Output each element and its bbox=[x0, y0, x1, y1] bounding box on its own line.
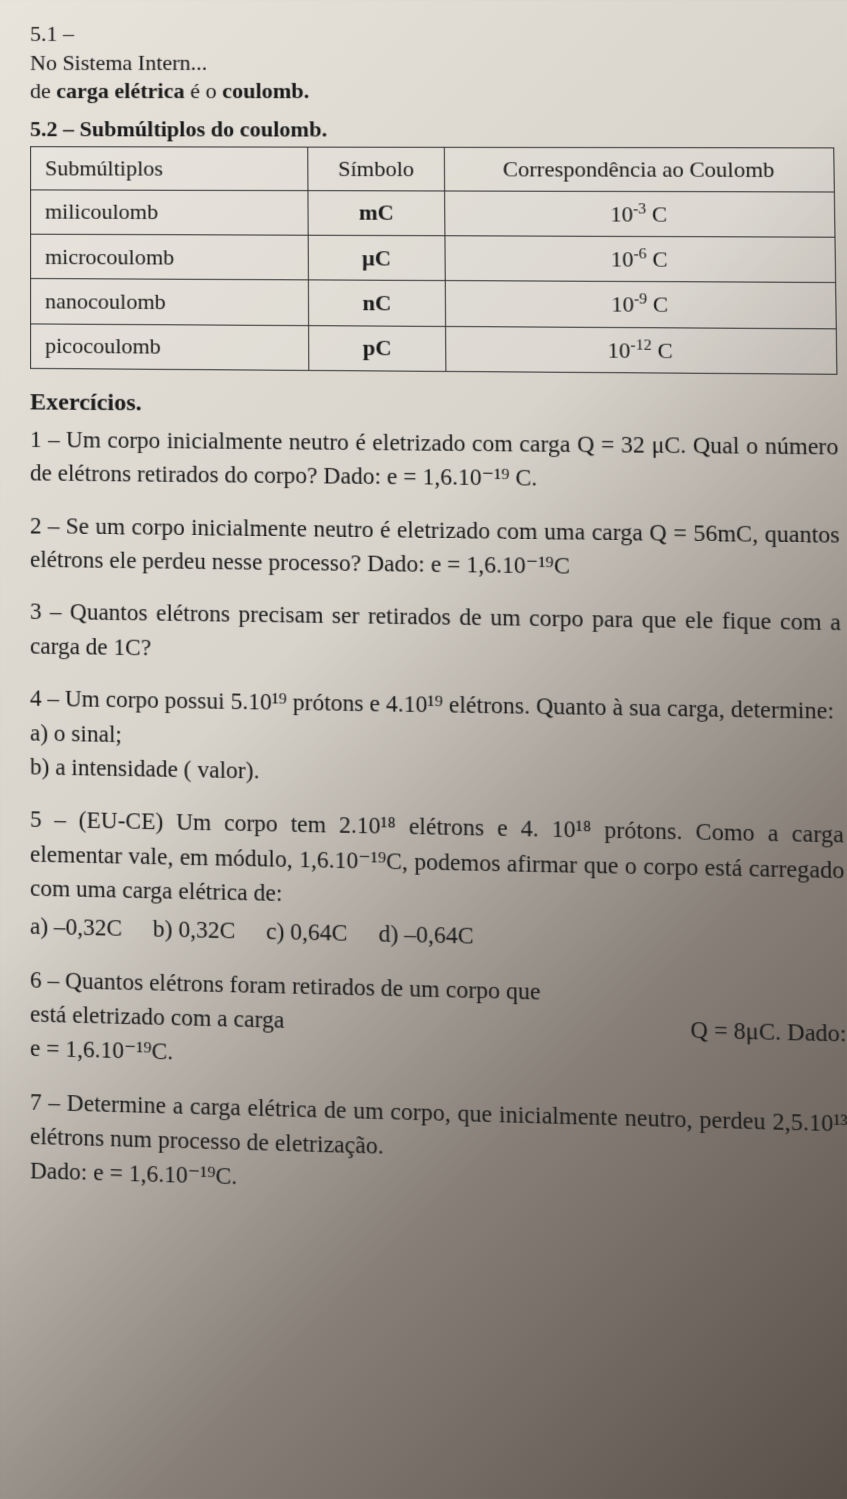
exercise-6-line2-left: está eletrizado com a carga bbox=[30, 997, 284, 1038]
exercise-4-text: 4 – Um corpo possui 5.10¹⁹ prótons e 4.1… bbox=[30, 685, 834, 724]
row-value: 10-9 C bbox=[445, 281, 836, 329]
row-symbol: pC bbox=[309, 325, 446, 371]
intro-line1: 5.1 – bbox=[30, 21, 74, 46]
option-b: b) 0,32C bbox=[153, 912, 235, 948]
submultiples-table: Submúltiplos Símbolo Correspondência ao … bbox=[30, 146, 837, 375]
table-header-correspondence: Correspondência ao Coulomb bbox=[444, 147, 834, 192]
option-d: d) –0,64C bbox=[378, 917, 474, 954]
table-header-submultiples: Submúltiplos bbox=[31, 146, 309, 190]
exercise-5-text: 5 – (EU-CE) Um corpo tem 2.10¹⁸ elétrons… bbox=[30, 806, 845, 906]
row-symbol: μC bbox=[308, 235, 445, 281]
section-52-title: 5.2 – Submúltiplos do coulomb. bbox=[30, 116, 834, 143]
table-row: picocoulomb pC 10-12 C bbox=[31, 324, 837, 375]
intro-partial: 5.1 – No Sistema Intern... de carga elét… bbox=[30, 19, 834, 107]
exercise-4a: a) o sinal; bbox=[30, 720, 122, 747]
table-header-row: Submúltiplos Símbolo Correspondência ao … bbox=[31, 146, 835, 191]
intro-line2: No Sistema Intern... bbox=[30, 49, 207, 74]
row-symbol: nC bbox=[308, 280, 445, 326]
row-symbol: mC bbox=[308, 190, 445, 235]
exercise-6-line3: e = 1,6.10⁻¹⁹C. bbox=[30, 1035, 173, 1065]
exercise-6: 6 – Quantos elétrons foram retirados de … bbox=[30, 962, 847, 1086]
exercises-title: Exercícios. bbox=[30, 389, 838, 423]
row-name: microcoulomb bbox=[31, 234, 309, 280]
option-a: a) –0,32C bbox=[30, 909, 122, 945]
exercise-5: 5 – (EU-CE) Um corpo tem 2.10¹⁸ elétrons… bbox=[30, 802, 846, 962]
row-name: nanocoulomb bbox=[31, 279, 309, 325]
exercise-3: 3 – Quantos elétrons precisam ser retira… bbox=[30, 595, 842, 675]
table-row: nanocoulomb nC 10-9 C bbox=[31, 279, 837, 329]
exercise-5-options: a) –0,32C b) 0,32C c) 0,64C d) –0,64C bbox=[30, 909, 846, 962]
row-name: picocoulomb bbox=[31, 324, 309, 371]
row-value: 10-6 C bbox=[445, 236, 836, 283]
exercise-4b: b) a intensidade ( valor). bbox=[30, 754, 260, 784]
exercise-4: 4 – Um corpo possui 5.10¹⁹ prótons e 4.1… bbox=[30, 681, 843, 798]
option-c: c) 0,64C bbox=[266, 914, 348, 950]
row-value: 10-3 C bbox=[445, 191, 835, 238]
table-row: milicoulomb mC 10-3 C bbox=[31, 190, 835, 238]
table-header-symbol: Símbolo bbox=[308, 147, 445, 191]
exercise-1: 1 – Um corpo inicialmente neutro é eletr… bbox=[30, 423, 839, 499]
intro-line3: de carga elétrica é o coulomb. bbox=[30, 78, 309, 103]
exercise-7-dado: Dado: e = 1,6.10⁻¹⁹C. bbox=[30, 1158, 237, 1190]
exercise-7-text: 7 – Determine a carga elétrica de um cor… bbox=[30, 1089, 847, 1159]
row-name: milicoulomb bbox=[31, 190, 309, 236]
exercise-7: 7 – Determine a carga elétrica de um cor… bbox=[30, 1084, 847, 1211]
table-row: microcoulomb μC 10-6 C bbox=[31, 234, 836, 283]
row-value: 10-12 C bbox=[446, 326, 837, 374]
exercise-6-line2-right: Q = 8μC. Dado: bbox=[690, 1012, 847, 1051]
exercise-2: 2 – Se um corpo inicialmente neutro é el… bbox=[30, 509, 840, 587]
